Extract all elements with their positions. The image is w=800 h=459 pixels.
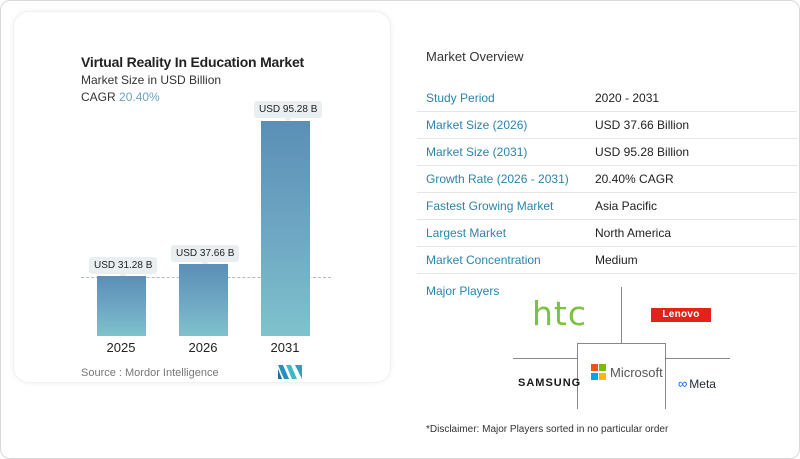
chart-cagr: CAGR 20.40% xyxy=(81,90,160,104)
disclaimer-text: *Disclaimer: Major Players sorted in no … xyxy=(426,424,669,435)
mordor-intelligence-logo-icon xyxy=(278,365,302,379)
overview-key: Growth Rate (2026 - 2031) xyxy=(426,172,569,186)
bar-2025 xyxy=(97,276,146,336)
overview-row-market-size-2026: Market Size (2026) USD 37.66 Billion xyxy=(417,112,797,139)
overview-value: Medium xyxy=(595,253,638,267)
x-tick-2031: 2031 xyxy=(270,340,300,355)
meta-logo: ∞ Meta xyxy=(678,376,716,391)
bar-label-2031: USD 95.28 B xyxy=(254,101,323,122)
samsung-logo: SAMSUNG xyxy=(518,377,582,389)
htc-logo: htc xyxy=(532,294,587,333)
market-overview-title: Market Overview xyxy=(426,49,524,64)
overview-key: Market Size (2031) xyxy=(426,145,528,159)
bar-label-2026: USD 37.66 B xyxy=(171,245,240,266)
microsoft-logo-icon xyxy=(591,364,607,380)
overview-row-market-concentration: Market Concentration Medium xyxy=(417,247,797,274)
market-overview-table: Study Period 2020 - 2031 Market Size (20… xyxy=(417,85,797,274)
cagr-label: CAGR xyxy=(81,90,116,104)
microsoft-logo-text: Microsoft xyxy=(610,365,663,380)
overview-key: Fastest Growing Market xyxy=(426,199,554,213)
overview-key: Market Concentration xyxy=(426,253,541,267)
overview-row-growth-rate: Growth Rate (2026 - 2031) 20.40% CAGR xyxy=(417,166,797,193)
overview-value: USD 37.66 Billion xyxy=(595,118,690,132)
lenovo-logo: Lenovo xyxy=(651,308,711,322)
overview-key: Market Size (2026) xyxy=(426,118,528,132)
bar-2031 xyxy=(261,121,310,336)
overview-value: 20.40% CAGR xyxy=(595,172,674,186)
logo-divider-left xyxy=(513,358,577,359)
cagr-value: 20.40% xyxy=(119,90,160,104)
overview-value: Asia Pacific xyxy=(595,199,658,213)
chart-title: Virtual Reality In Education Market xyxy=(81,54,305,70)
logo-divider-right xyxy=(666,358,730,359)
bar-2026 xyxy=(179,264,228,336)
x-tick-2025: 2025 xyxy=(106,340,136,355)
overview-value: North America xyxy=(595,226,672,240)
overview-key: Largest Market xyxy=(426,226,507,240)
logo-divider-vertical xyxy=(621,287,622,345)
bar-label-2025: USD 31.28 B xyxy=(89,257,158,278)
overview-key: Study Period xyxy=(426,91,495,105)
meta-infinity-icon: ∞ xyxy=(678,376,688,391)
overview-row-study-period: Study Period 2020 - 2031 xyxy=(417,85,797,112)
overview-value: USD 95.28 Billion xyxy=(595,145,690,159)
overview-row-fastest-growing-market: Fastest Growing Market Asia Pacific xyxy=(417,193,797,220)
overview-value: 2020 - 2031 xyxy=(595,91,660,105)
major-players-title: Major Players xyxy=(426,284,500,298)
meta-logo-text: Meta xyxy=(689,376,716,391)
overview-row-largest-market: Largest Market North America xyxy=(417,220,797,247)
x-tick-2026: 2026 xyxy=(188,340,218,355)
source-text: Source : Mordor Intelligence xyxy=(81,367,219,379)
overview-row-market-size-2031: Market Size (2031) USD 95.28 Billion xyxy=(417,139,797,166)
chart-subtitle: Market Size in USD Billion xyxy=(81,73,222,87)
